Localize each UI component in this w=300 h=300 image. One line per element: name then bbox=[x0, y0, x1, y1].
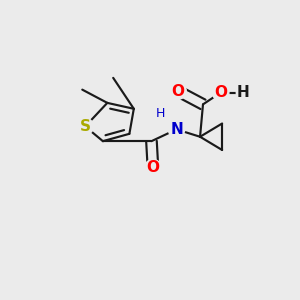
Circle shape bbox=[212, 84, 229, 101]
Circle shape bbox=[236, 86, 249, 99]
Text: O: O bbox=[146, 160, 159, 175]
Text: O: O bbox=[214, 85, 227, 100]
Text: H: H bbox=[236, 85, 249, 100]
Text: N: N bbox=[170, 122, 183, 137]
Text: O: O bbox=[172, 84, 184, 99]
Circle shape bbox=[77, 118, 94, 135]
Text: H: H bbox=[156, 107, 165, 120]
Circle shape bbox=[170, 83, 186, 99]
Circle shape bbox=[168, 121, 185, 138]
Circle shape bbox=[145, 159, 161, 176]
Text: S: S bbox=[80, 119, 91, 134]
